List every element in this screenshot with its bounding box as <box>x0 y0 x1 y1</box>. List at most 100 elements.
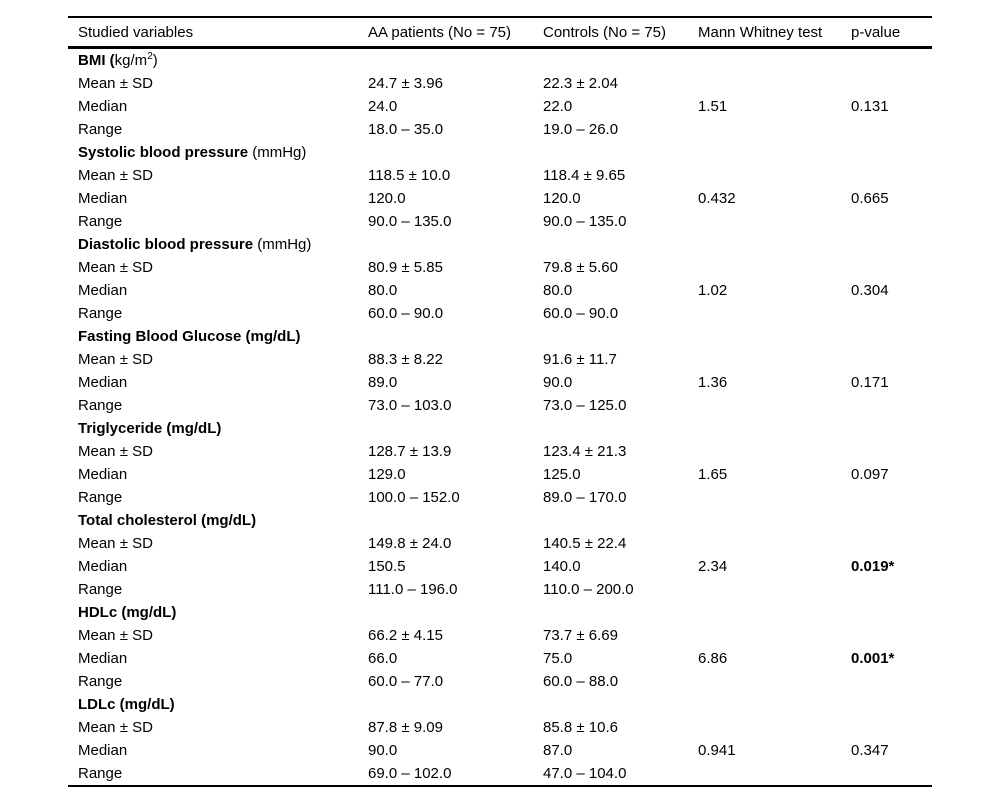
mann-whitney-value <box>698 118 851 141</box>
data-row: Median 150.5 140.0 2.34 0.019* <box>68 555 932 578</box>
mann-whitney-value <box>698 72 851 95</box>
row-label: Range <box>78 673 123 690</box>
aa-patients-value: 66.2 ± 4.15 <box>368 627 443 644</box>
mann-whitney-value <box>698 716 851 739</box>
p-value-cell <box>851 72 932 95</box>
group-label: LDLc (mg/dL) <box>68 693 932 716</box>
group-label-bold: Diastolic blood pressure <box>78 236 254 253</box>
mann-whitney-value: 1.36 <box>698 374 728 391</box>
group-label-bold: BMI ( <box>78 52 115 69</box>
row-label: Mean ± SD <box>78 443 153 460</box>
data-row: Range 69.0 – 102.0 47.0 – 104.0 <box>68 762 932 786</box>
group-header-row: Systolic blood pressure (mmHg) <box>68 141 932 164</box>
p-value-cell <box>851 578 932 601</box>
data-row: Median 66.0 75.0 6.86 0.001* <box>68 647 932 670</box>
aa-patients-value: 120.0 <box>368 190 406 207</box>
row-label: Median <box>78 558 128 575</box>
data-row: Range 60.0 – 90.0 60.0 – 90.0 <box>68 302 932 325</box>
row-label: Median <box>78 98 128 115</box>
row-label: Median <box>78 282 128 299</box>
group-header-row: Fasting Blood Glucose (mg/dL) <box>68 325 932 348</box>
aa-patients-value: 90.0 <box>368 742 398 759</box>
aa-patients-value: 89.0 <box>368 374 398 391</box>
aa-patients-value: 24.7 ± 3.96 <box>368 75 443 92</box>
data-row: Range 18.0 – 35.0 19.0 – 26.0 <box>68 118 932 141</box>
p-value-cell <box>851 440 932 463</box>
column-header-studied-variables: Studied variables <box>78 23 194 41</box>
p-value-cell: 0.097 <box>851 466 889 483</box>
row-label: Range <box>78 121 123 138</box>
controls-value: 91.6 ± 11.7 <box>543 351 617 368</box>
row-label: Mean ± SD <box>78 719 153 736</box>
row-label: Median <box>78 374 128 391</box>
p-value-cell: 0.131 <box>851 98 889 115</box>
column-header-controls: Controls (No = 75) <box>543 23 666 41</box>
aa-patients-value: 69.0 – 102.0 <box>368 765 452 782</box>
group-label-bold: LDLc (mg/dL) <box>78 696 175 713</box>
row-label: Mean ± SD <box>78 535 153 552</box>
mann-whitney-value: 6.86 <box>698 650 728 667</box>
group-header-row: LDLc (mg/dL) <box>68 693 932 716</box>
controls-value: 90.0 <box>543 374 573 391</box>
controls-value: 90.0 – 135.0 <box>543 213 627 230</box>
row-label: Range <box>78 213 123 230</box>
controls-value: 123.4 ± 21.3 <box>543 443 627 460</box>
controls-value: 140.5 ± 22.4 <box>543 535 627 552</box>
group-label-bold: Triglyceride (mg/dL) <box>78 420 222 437</box>
aa-patients-value: 150.5 <box>368 558 406 575</box>
group-label-close-paren: ) <box>152 52 158 69</box>
mann-whitney-value <box>698 302 851 325</box>
aa-patients-value: 128.7 ± 13.9 <box>368 443 452 460</box>
row-label: Range <box>78 489 123 506</box>
data-row: Mean ± SD 87.8 ± 9.09 85.8 ± 10.6 <box>68 716 932 739</box>
p-value-cell: 0.347 <box>851 742 889 759</box>
controls-value: 19.0 – 26.0 <box>543 121 619 138</box>
aa-patients-value: 60.0 – 77.0 <box>368 673 444 690</box>
controls-value: 85.8 ± 10.6 <box>543 719 618 736</box>
p-value-cell <box>851 532 932 555</box>
aa-patients-value: 66.0 <box>368 650 398 667</box>
group-label-unit: (mmHg) <box>253 236 312 253</box>
table-header: Studied variables AA patients (No = 75) … <box>68 17 932 48</box>
aa-patients-value: 90.0 – 135.0 <box>368 213 452 230</box>
aa-patients-value: 87.8 ± 9.09 <box>368 719 443 736</box>
group-label: BMI (kg/m2) <box>68 48 932 73</box>
controls-value: 118.4 ± 9.65 <box>543 167 626 184</box>
mann-whitney-value: 0.941 <box>698 742 736 759</box>
group-label-bold: HDLc (mg/dL) <box>78 604 177 621</box>
mann-whitney-value <box>698 256 851 279</box>
row-label: Range <box>78 581 123 598</box>
p-value-cell <box>851 348 932 371</box>
p-value-cell <box>851 210 932 233</box>
data-row: Range 73.0 – 103.0 73.0 – 125.0 <box>68 394 932 417</box>
p-value-cell <box>851 486 932 509</box>
data-row: Range 90.0 – 135.0 90.0 – 135.0 <box>68 210 932 233</box>
p-value-cell <box>851 394 932 417</box>
row-label: Mean ± SD <box>78 627 153 644</box>
mann-whitney-value: 1.65 <box>698 466 728 483</box>
row-label: Range <box>78 397 123 414</box>
group-label-bold: Fasting Blood Glucose (mg/dL) <box>78 328 301 345</box>
data-row: Median 129.0 125.0 1.65 0.097 <box>68 463 932 486</box>
controls-value: 22.3 ± 2.04 <box>543 75 618 92</box>
p-value-cell <box>851 762 932 786</box>
controls-value: 110.0 – 200.0 <box>543 581 634 598</box>
data-row: Mean ± SD 128.7 ± 13.9 123.4 ± 21.3 <box>68 440 932 463</box>
p-value-cell: 0.304 <box>851 282 889 299</box>
aa-patients-value: 18.0 – 35.0 <box>368 121 444 138</box>
mann-whitney-value <box>698 394 851 417</box>
mann-whitney-value <box>698 578 851 601</box>
group-header-row: Diastolic blood pressure (mmHg) <box>68 233 932 256</box>
controls-value: 73.7 ± 6.69 <box>543 627 618 644</box>
controls-value: 60.0 – 88.0 <box>543 673 619 690</box>
p-value-cell: 0.665 <box>851 190 889 207</box>
aa-patients-value: 118.5 ± 10.0 <box>368 167 451 184</box>
group-header-row: HDLc (mg/dL) <box>68 601 932 624</box>
aa-patients-value: 88.3 ± 8.22 <box>368 351 443 368</box>
controls-value: 89.0 – 170.0 <box>543 489 627 506</box>
column-header-aa-patients: AA patients (No = 75) <box>368 23 511 41</box>
mann-whitney-value <box>698 348 851 371</box>
data-row: Mean ± SD 149.8 ± 24.0 140.5 ± 22.4 <box>68 532 932 555</box>
group-label-bold: Total cholesterol (mg/dL) <box>78 512 257 529</box>
controls-value: 60.0 – 90.0 <box>543 305 619 322</box>
